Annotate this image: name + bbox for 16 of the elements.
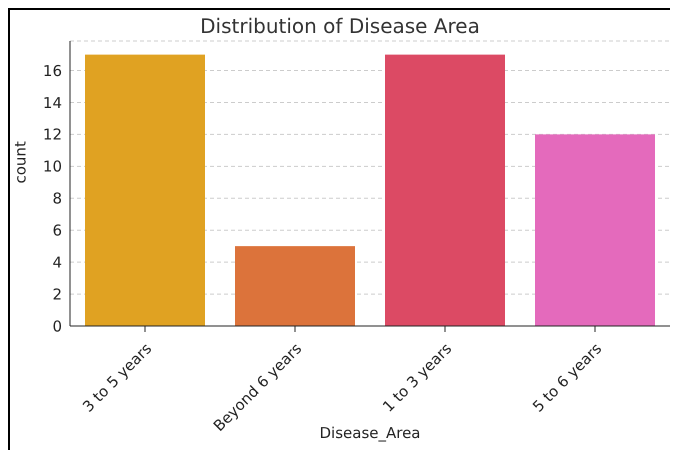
y-axis-title: count bbox=[11, 141, 30, 184]
y-tick-label: 8 bbox=[52, 190, 62, 208]
bar bbox=[535, 134, 655, 326]
y-tick-label: 14 bbox=[42, 94, 62, 112]
y-tick-label: 16 bbox=[42, 62, 62, 80]
bar bbox=[235, 246, 355, 326]
y-tick-label: 6 bbox=[52, 222, 62, 240]
bar bbox=[85, 54, 205, 326]
y-tick-label: 10 bbox=[42, 158, 62, 176]
chart-title: Distribution of Disease Area bbox=[199, 14, 481, 38]
x-axis-title: Disease_Area bbox=[319, 424, 421, 442]
bar bbox=[385, 54, 505, 326]
y-tick-label: 4 bbox=[52, 253, 62, 272]
y-tick-label: 0 bbox=[52, 317, 62, 336]
y-tick-label: 12 bbox=[42, 126, 62, 144]
y-tick-label: 2 bbox=[52, 285, 62, 304]
